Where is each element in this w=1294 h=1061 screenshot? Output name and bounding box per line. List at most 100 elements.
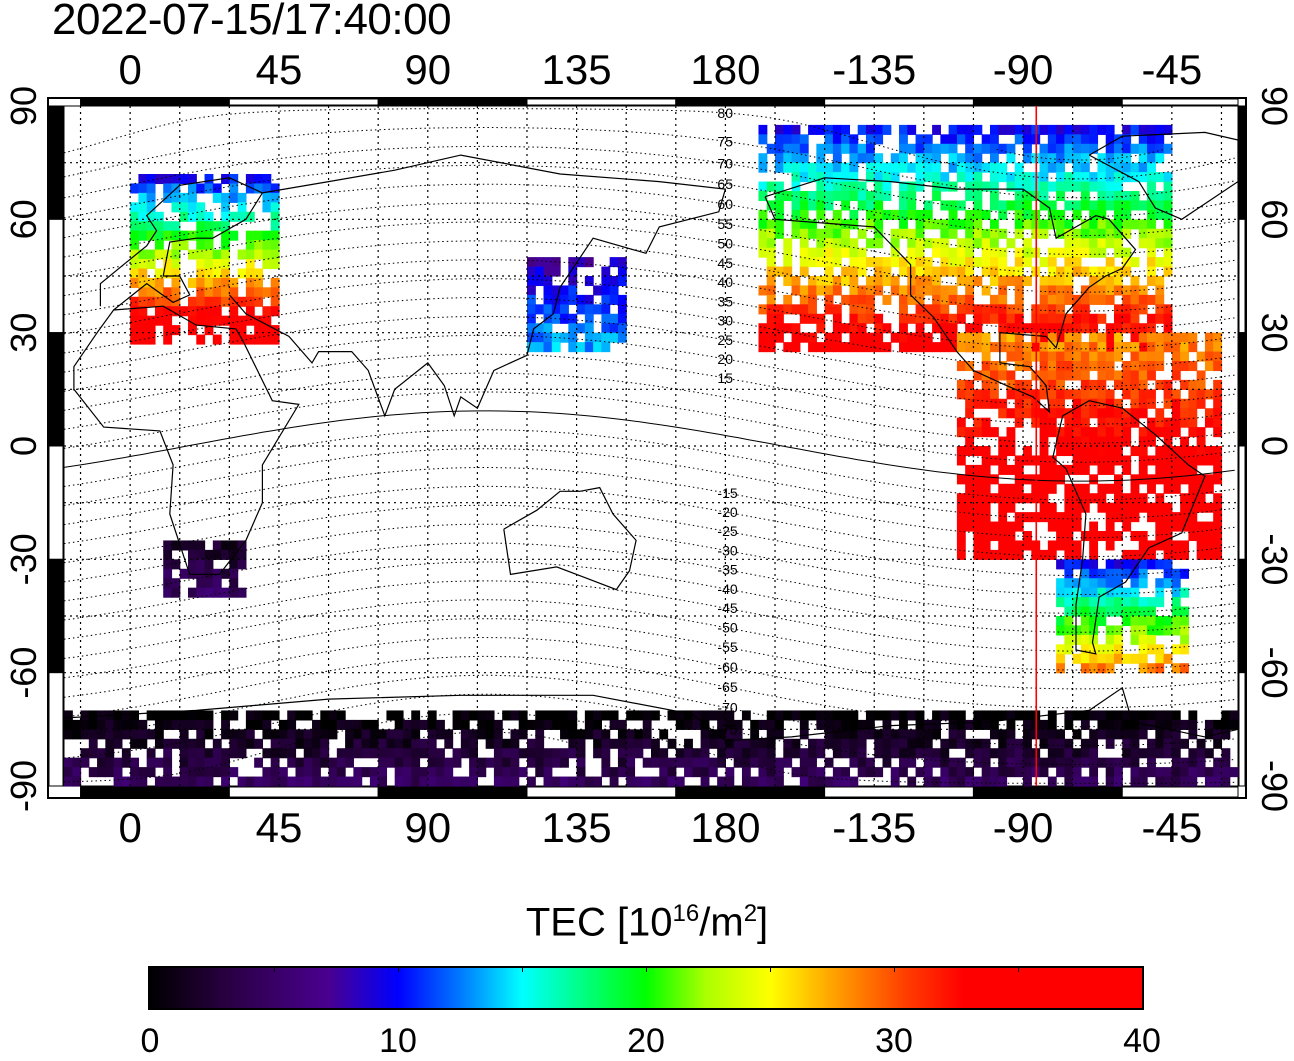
tec-pixel bbox=[1163, 332, 1173, 343]
tec-pixel bbox=[1163, 342, 1173, 353]
tec-pixel bbox=[932, 342, 941, 353]
tec-pixel bbox=[1014, 493, 1024, 504]
tec-pixel bbox=[1097, 285, 1107, 296]
tec-pixel bbox=[998, 757, 1008, 768]
tec-pixel bbox=[1047, 455, 1057, 466]
tec-pixel bbox=[1039, 219, 1049, 230]
tec-pixel bbox=[526, 294, 536, 305]
tec-pixel bbox=[221, 587, 230, 598]
mlat-contour bbox=[63, 202, 1235, 274]
tec-pixel bbox=[998, 521, 1008, 532]
tec-pixel bbox=[932, 172, 941, 183]
tec-pixel bbox=[576, 257, 586, 268]
tec-pixel bbox=[1155, 767, 1165, 778]
tec-pixel bbox=[824, 181, 834, 192]
tec-pixel bbox=[890, 729, 900, 740]
tec-pixel bbox=[981, 738, 991, 749]
tec-pixel bbox=[998, 124, 1008, 135]
tec-pixel bbox=[510, 757, 520, 768]
tec-pixel bbox=[1130, 370, 1140, 381]
tec-pixel bbox=[791, 767, 801, 778]
tec-pixel bbox=[1147, 266, 1156, 277]
tec-pixel bbox=[1056, 389, 1065, 400]
tec-pixel bbox=[832, 247, 842, 258]
tec-pixel bbox=[502, 738, 512, 749]
tec-pixel bbox=[113, 776, 123, 787]
tec-pixel bbox=[1047, 124, 1057, 135]
tec-pixel bbox=[452, 776, 462, 787]
tec-pixel bbox=[1097, 332, 1107, 343]
tec-pixel bbox=[287, 748, 297, 759]
tec-pixel bbox=[948, 719, 958, 730]
top-lon-label: 90 bbox=[404, 46, 451, 93]
tec-map: 8075706560555045403530252015-15-20-25-30… bbox=[3, 46, 1294, 851]
tec-pixel bbox=[196, 578, 206, 589]
tec-pixel bbox=[1056, 521, 1065, 532]
tec-pixel bbox=[138, 174, 148, 185]
tec-pixel bbox=[832, 209, 842, 220]
tec-pixel bbox=[154, 221, 164, 232]
tec-pixel bbox=[973, 549, 983, 560]
tec-pixel bbox=[154, 719, 164, 730]
tec-pixel bbox=[915, 238, 925, 249]
tec-pixel bbox=[121, 776, 131, 787]
tec-pixel bbox=[1089, 408, 1099, 419]
tec-pixel bbox=[1180, 474, 1189, 485]
tec-pixel bbox=[717, 710, 727, 721]
tec-pixel bbox=[576, 748, 586, 759]
tec-pixel bbox=[237, 729, 247, 740]
tec-pixel bbox=[1130, 332, 1140, 343]
tec-pixel bbox=[568, 257, 578, 268]
lon-bar-bottom bbox=[824, 786, 974, 798]
tec-pixel bbox=[1080, 408, 1090, 419]
tec-pixel bbox=[849, 748, 859, 759]
tec-pixel bbox=[560, 729, 569, 740]
tec-pixel bbox=[841, 181, 851, 192]
tec-pixel bbox=[899, 162, 908, 173]
tec-pixel bbox=[138, 249, 148, 260]
tec-pixel bbox=[1105, 181, 1115, 192]
tec-pixel bbox=[163, 587, 173, 598]
tec-pixel bbox=[1122, 748, 1132, 759]
tec-pixel bbox=[1097, 313, 1107, 324]
tec-pixel bbox=[1138, 172, 1148, 183]
tec-pixel bbox=[998, 266, 1008, 277]
tec-pixel bbox=[1163, 389, 1173, 400]
tec-pixel bbox=[1188, 512, 1198, 523]
tec-pixel bbox=[1014, 172, 1024, 183]
tec-pixel bbox=[1105, 568, 1115, 579]
tec-pixel bbox=[146, 287, 156, 298]
tec-pixel bbox=[1113, 634, 1123, 645]
tec-pixel bbox=[188, 549, 197, 560]
tec-pixel bbox=[1204, 446, 1214, 457]
tec-pixel bbox=[204, 748, 214, 759]
tec-pixel bbox=[791, 342, 801, 353]
tec-pixel bbox=[998, 257, 1008, 268]
tec-pixel bbox=[1155, 417, 1165, 428]
mlat-contour bbox=[63, 542, 1235, 614]
tec-pixel bbox=[659, 729, 669, 740]
tec-pixel bbox=[684, 738, 693, 749]
tec-pixel bbox=[1105, 153, 1115, 164]
tec-pixel bbox=[1014, 124, 1024, 135]
tec-pixel bbox=[1122, 191, 1132, 202]
tec-pixel bbox=[154, 776, 164, 787]
tec-pixel bbox=[1072, 559, 1082, 570]
tec-pixel bbox=[841, 276, 851, 287]
tec-pixel bbox=[444, 729, 454, 740]
tec-pixel bbox=[998, 398, 1008, 409]
tec-pixel bbox=[1188, 776, 1198, 787]
tec-pixel bbox=[320, 729, 330, 740]
tec-pixel bbox=[915, 738, 925, 749]
tec-pixel bbox=[849, 276, 859, 287]
tec-pixel bbox=[981, 134, 991, 145]
tec-pixel bbox=[1180, 436, 1189, 447]
tec-pixel bbox=[1163, 143, 1173, 154]
tec-pixel bbox=[138, 767, 148, 778]
tec-pixel bbox=[130, 710, 140, 721]
lon-bar-bottom bbox=[1121, 786, 1239, 798]
tec-pixel bbox=[1188, 417, 1198, 428]
tec-pixel bbox=[1138, 398, 1148, 409]
tec-pixel bbox=[1014, 389, 1024, 400]
left-lat-label: 60 bbox=[3, 199, 44, 239]
